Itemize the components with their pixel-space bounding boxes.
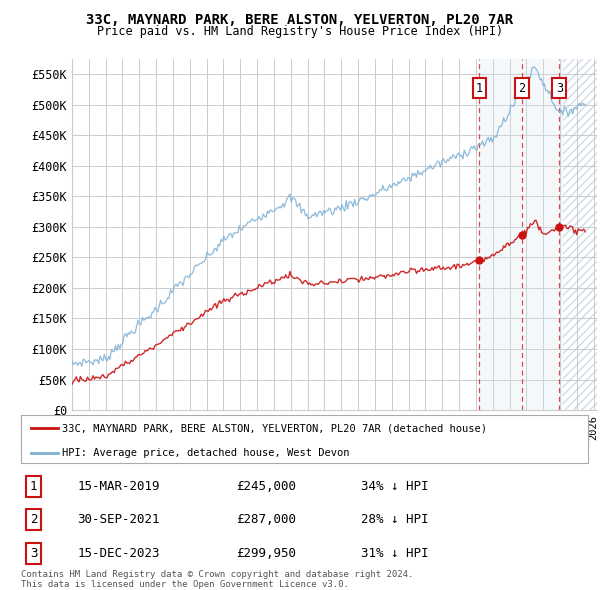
Text: £299,950: £299,950 <box>236 547 296 560</box>
Text: 3: 3 <box>556 82 563 95</box>
Text: 1: 1 <box>476 82 483 95</box>
Text: 28% ↓ HPI: 28% ↓ HPI <box>361 513 428 526</box>
Text: £245,000: £245,000 <box>236 480 296 493</box>
Text: 33C, MAYNARD PARK, BERE ALSTON, YELVERTON, PL20 7AR: 33C, MAYNARD PARK, BERE ALSTON, YELVERTO… <box>86 13 514 27</box>
Text: 15-MAR-2019: 15-MAR-2019 <box>78 480 160 493</box>
Text: Contains HM Land Registry data © Crown copyright and database right 2024.
This d: Contains HM Land Registry data © Crown c… <box>21 570 413 589</box>
Text: HPI: Average price, detached house, West Devon: HPI: Average price, detached house, West… <box>62 447 350 457</box>
Bar <box>479 59 563 410</box>
Text: Price paid vs. HM Land Registry's House Price Index (HPI): Price paid vs. HM Land Registry's House … <box>97 25 503 38</box>
Text: 2: 2 <box>518 82 526 95</box>
Text: 15-DEC-2023: 15-DEC-2023 <box>78 547 160 560</box>
Text: 34% ↓ HPI: 34% ↓ HPI <box>361 480 428 493</box>
Bar <box>563 59 597 410</box>
Text: 33C, MAYNARD PARK, BERE ALSTON, YELVERTON, PL20 7AR (detached house): 33C, MAYNARD PARK, BERE ALSTON, YELVERTO… <box>62 423 487 433</box>
Text: 3: 3 <box>30 547 37 560</box>
Bar <box>563 59 597 410</box>
Text: 31% ↓ HPI: 31% ↓ HPI <box>361 547 428 560</box>
Text: £287,000: £287,000 <box>236 513 296 526</box>
Text: 2: 2 <box>30 513 37 526</box>
Text: 1: 1 <box>30 480 37 493</box>
Text: 30-SEP-2021: 30-SEP-2021 <box>78 513 160 526</box>
